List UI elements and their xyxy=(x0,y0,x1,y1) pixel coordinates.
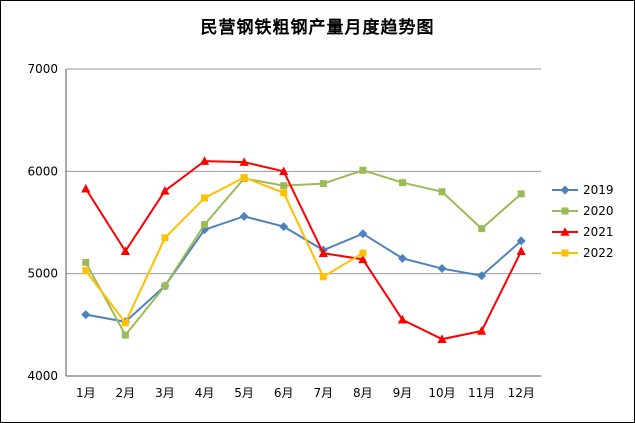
x-tick-label: 7月 xyxy=(313,386,333,400)
data-point-marker xyxy=(397,314,408,324)
data-point-marker xyxy=(560,227,570,236)
x-tick-label: 5月 xyxy=(234,386,254,400)
data-point-marker xyxy=(359,166,367,174)
x-tick-label: 10月 xyxy=(428,386,455,400)
series-line xyxy=(84,160,523,341)
x-tick-label: 9月 xyxy=(393,386,413,400)
data-point-marker xyxy=(477,271,487,281)
x-tick-label: 11月 xyxy=(468,386,495,400)
y-tick-label: 7000 xyxy=(27,62,58,76)
series-line xyxy=(84,176,364,325)
x-tick-label: 6月 xyxy=(274,386,294,400)
x-tick-label: 2月 xyxy=(116,386,136,400)
data-point-marker xyxy=(280,189,288,197)
data-point-marker xyxy=(438,188,446,196)
data-point-marker xyxy=(359,249,367,257)
data-point-marker xyxy=(161,234,169,242)
legend-label-2020: 2020 xyxy=(583,204,614,218)
legend-marker-2022 xyxy=(552,249,578,257)
data-point-marker xyxy=(121,331,129,339)
data-point-marker xyxy=(201,221,209,229)
data-point-marker xyxy=(82,258,90,266)
data-point-marker xyxy=(239,211,249,221)
x-tick-label: 1月 xyxy=(76,386,96,400)
chart-title: 民营钢铁粗钢产量月度趋势图 xyxy=(200,18,435,38)
series-2020 xyxy=(82,166,525,339)
data-point-marker xyxy=(279,222,289,232)
legend-marker-2021 xyxy=(552,227,578,236)
legend-item-2021: 2021 xyxy=(552,225,614,239)
data-point-marker xyxy=(280,182,288,190)
data-point-marker xyxy=(201,194,209,202)
data-point-marker xyxy=(398,179,406,187)
y-tick-label: 6000 xyxy=(27,164,58,178)
data-point-marker xyxy=(81,310,91,320)
legend: 2019 2020 2021 2022 xyxy=(552,183,614,260)
data-point-marker xyxy=(477,326,487,335)
data-point-marker xyxy=(319,273,327,281)
legend-item-2019: 2019 xyxy=(552,183,614,197)
data-point-marker xyxy=(517,190,525,198)
y-tick-label: 5000 xyxy=(27,267,58,281)
series-line xyxy=(84,169,522,337)
data-point-marker xyxy=(121,319,129,327)
x-tick-label: 8月 xyxy=(353,386,373,400)
data-point-marker xyxy=(560,185,570,195)
series-2021 xyxy=(81,156,526,343)
data-point-marker xyxy=(561,249,569,257)
data-point-marker xyxy=(561,207,569,215)
data-point-marker xyxy=(279,166,289,176)
legend-item-2020: 2020 xyxy=(552,204,614,218)
legend-marker-2019 xyxy=(552,185,578,195)
legend-label-2019: 2019 xyxy=(583,183,614,197)
legend-item-2022: 2022 xyxy=(552,246,614,260)
x-tick-label: 12月 xyxy=(508,386,535,400)
data-point-marker xyxy=(120,246,130,255)
data-point-marker xyxy=(239,157,249,166)
y-tick-label: 4000 xyxy=(27,369,58,383)
data-point-marker xyxy=(161,282,169,290)
data-point-marker xyxy=(160,185,170,195)
legend-label-2021: 2021 xyxy=(583,225,614,239)
series-line xyxy=(85,215,522,323)
x-tick-label: 4月 xyxy=(195,386,215,400)
legend-label-2022: 2022 xyxy=(583,246,614,260)
data-point-marker xyxy=(397,253,407,263)
data-point-marker xyxy=(437,334,447,343)
data-point-marker xyxy=(358,254,368,264)
x-tick-label: 3月 xyxy=(155,386,175,400)
data-point-marker xyxy=(516,236,526,246)
legend-marker-2020 xyxy=(552,207,578,215)
data-point-marker xyxy=(81,183,91,193)
data-point-marker xyxy=(516,246,526,255)
data-point-marker xyxy=(318,248,328,257)
data-point-marker xyxy=(319,180,327,188)
data-point-marker xyxy=(358,229,368,239)
data-point-marker xyxy=(437,264,447,274)
series-2019 xyxy=(81,211,526,327)
data-point-marker xyxy=(240,173,248,181)
data-point-marker xyxy=(199,156,210,165)
data-point-marker xyxy=(478,225,486,233)
series-2022 xyxy=(82,173,367,327)
data-point-marker xyxy=(82,267,90,275)
